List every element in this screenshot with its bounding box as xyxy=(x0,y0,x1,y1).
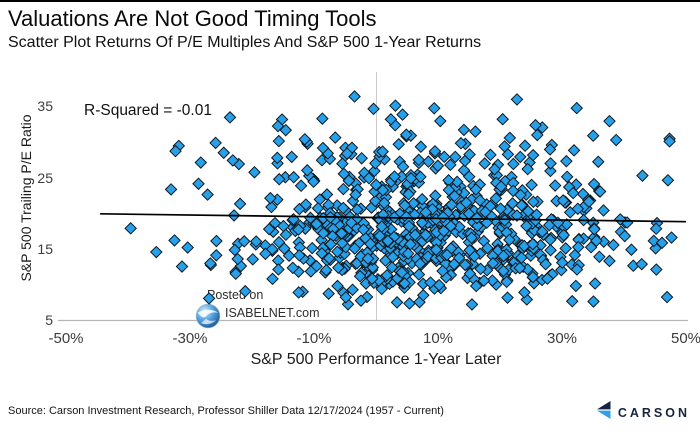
y-tick-label: 5 xyxy=(45,312,53,328)
isabelnet-globe-icon xyxy=(195,303,221,334)
watermark-isabelnet: ISABELNET.com xyxy=(225,306,320,320)
carson-logo: CARSON xyxy=(596,401,690,424)
watermark-posted-on: Posted on xyxy=(207,288,264,302)
x-tick-label: -10% xyxy=(296,330,332,347)
x-axis-title: S&P 500 Performance 1-Year Later xyxy=(250,351,502,368)
carson-logo-text: CARSON xyxy=(617,405,690,420)
y-axis-title: S&P 500 Trailing P/E Ratio xyxy=(18,114,34,282)
y-tick-label: 15 xyxy=(37,240,53,257)
x-tick-label: 50% xyxy=(670,330,700,347)
source-text: Source: Carson Investment Research, Prof… xyxy=(8,405,444,417)
y-tick-label: 35 xyxy=(37,98,53,115)
carson-logo-icon xyxy=(596,401,611,424)
r-squared-annotation: R-Squared = -0.01 xyxy=(84,102,212,119)
x-tick-label: -50% xyxy=(48,330,84,347)
x-tick-label: -30% xyxy=(172,330,208,347)
x-tick-label: 30% xyxy=(546,330,578,347)
chart-subtitle: Scatter Plot Returns Of P/E Multiples An… xyxy=(8,34,482,51)
page-title: Valuations Are Not Good Timing Tools xyxy=(8,6,377,31)
y-tick-label: 25 xyxy=(37,169,53,186)
x-tick-label: 10% xyxy=(422,330,454,347)
